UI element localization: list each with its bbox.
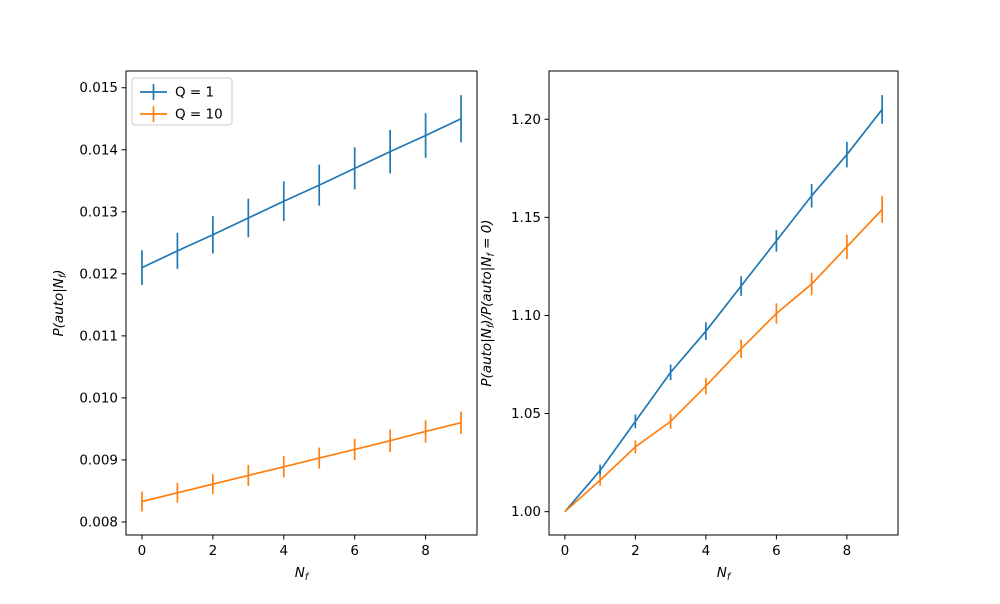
series-q1 bbox=[564, 95, 883, 513]
x-tick-label: 6 bbox=[772, 543, 781, 559]
x-tick-label: 4 bbox=[279, 543, 288, 559]
x-tick-label: 8 bbox=[843, 543, 852, 559]
y-axis-label: P(auto|Nf)/P(auto|Nf = 0) bbox=[479, 219, 497, 386]
y-tick-label: 1.05 bbox=[511, 406, 541, 422]
x-tick-label: 8 bbox=[421, 543, 430, 559]
y-tick-label: 1.20 bbox=[511, 112, 541, 128]
y-tick-label: 0.009 bbox=[79, 452, 118, 468]
legend-label: Q = 1 bbox=[175, 85, 214, 101]
y-tick-label: 1.10 bbox=[511, 308, 541, 324]
y-tick-label: 0.013 bbox=[79, 204, 118, 220]
right-plot: 0 2 4 6 8 1.00 1.05 1.10 1.15 1.20 Nf P(auto|Nf)/P(… bbox=[479, 70, 899, 583]
series-line bbox=[141, 117, 462, 269]
y-tick-label: 0.008 bbox=[79, 514, 118, 530]
y-tick-label: 0.011 bbox=[79, 328, 118, 344]
series-q10 bbox=[564, 196, 883, 513]
series-line bbox=[564, 108, 883, 513]
x-tick-label: 4 bbox=[702, 543, 711, 559]
x-axis-label: Nf bbox=[717, 565, 732, 583]
axes-box bbox=[125, 70, 478, 536]
y-tick-label: 0.012 bbox=[79, 266, 118, 282]
axes-box bbox=[548, 70, 899, 536]
legend-entry: Q = 10 bbox=[140, 106, 223, 123]
series-line bbox=[141, 421, 462, 503]
left-plot: 0 2 4 6 8 0.008 0.009 0.010 0.011 0.012 0.013 0.014… bbox=[51, 70, 478, 583]
series-q10 bbox=[141, 411, 462, 512]
y-tick-label: 1.15 bbox=[511, 210, 541, 226]
series-q1 bbox=[141, 95, 462, 286]
legend-label: Q = 10 bbox=[175, 107, 223, 123]
x-tick-label: 2 bbox=[631, 543, 640, 559]
x-tick-label: 0 bbox=[138, 543, 147, 559]
y-tick-label: 0.014 bbox=[79, 142, 118, 158]
y-tick-label: 0.010 bbox=[79, 390, 118, 406]
legend-entry: Q = 1 bbox=[140, 84, 214, 101]
y-axis-label: P(auto|Nf) bbox=[51, 269, 69, 336]
x-tick-label: 2 bbox=[209, 543, 218, 559]
series-line bbox=[564, 208, 883, 513]
y-tick-label: 1.00 bbox=[511, 504, 541, 520]
x-tick-label: 0 bbox=[561, 543, 570, 559]
x-axis-label: Nf bbox=[295, 565, 310, 583]
legend: Q = 1 Q = 10 bbox=[131, 77, 233, 126]
x-tick-label: 6 bbox=[350, 543, 359, 559]
y-tick-label: 0.015 bbox=[79, 80, 118, 96]
